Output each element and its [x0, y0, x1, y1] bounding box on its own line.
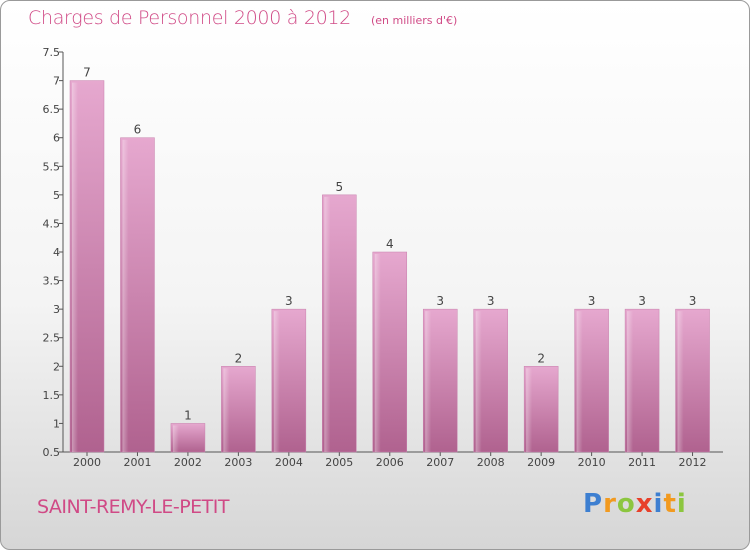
data-label: 3: [689, 294, 697, 308]
x-tick-label: 2008: [477, 456, 505, 469]
y-tick-label: 5: [53, 189, 60, 202]
x-tick-label: 2003: [224, 456, 252, 469]
data-label: 3: [285, 294, 293, 308]
bar-highlight: [122, 139, 129, 452]
bar-highlight: [576, 311, 583, 452]
y-tick-label: 7.5: [43, 46, 61, 59]
bar-highlight: [627, 311, 634, 452]
data-label: 2: [235, 351, 243, 365]
logo-letter: i: [676, 489, 687, 519]
y-tick-label: 2.5: [43, 332, 61, 345]
x-tick-label: 2000: [73, 456, 101, 469]
x-tick-label: 2002: [174, 456, 202, 469]
y-tick-label: 3: [53, 303, 60, 316]
y-tick-label: 2: [53, 360, 60, 373]
data-label: 6: [134, 123, 142, 137]
logo-letter: t: [663, 489, 677, 519]
logo-letter: o: [616, 489, 636, 519]
bar-highlight: [72, 82, 78, 453]
data-label: 1: [184, 408, 192, 422]
data-label: 5: [335, 180, 343, 194]
x-tick-label: 2011: [628, 456, 656, 469]
proxiti-logo: Proxiti: [583, 489, 687, 519]
x-tick-label: 2005: [325, 456, 353, 469]
logo-letter: r: [603, 489, 617, 519]
x-tick-label: 2010: [578, 456, 606, 469]
y-tick-label: 5.5: [43, 160, 61, 173]
bar-highlight: [425, 311, 432, 452]
y-tick-label: 4.5: [43, 217, 61, 230]
data-label: 7: [83, 66, 91, 80]
y-tick-label: 1: [53, 417, 60, 430]
bar-highlight: [273, 311, 280, 452]
x-tick-label: 2006: [376, 456, 404, 469]
data-label: 2: [537, 351, 545, 365]
y-tick-label: 1.5: [43, 389, 61, 402]
data-label: 3: [487, 294, 495, 308]
data-label: 4: [386, 237, 394, 251]
y-tick-label: 4: [53, 246, 60, 259]
logo-letter: P: [583, 489, 604, 519]
y-tick-label: 0.5: [43, 446, 61, 459]
chart-subtitle: (en milliers d'€): [371, 14, 458, 27]
commune-name: SAINT-REMY-LE-PETIT: [37, 496, 229, 518]
labels: 2000 7 2001 6 2002 1 2003 2 2004 3 2005 5 2006 4 2007 3…: [73, 66, 707, 469]
x-tick-label: 2004: [275, 456, 303, 469]
y-tick-label: 6: [53, 132, 60, 145]
logo-letter: x: [635, 489, 654, 519]
bars: [69, 80, 710, 453]
bar-highlight: [526, 368, 533, 452]
x-tick-label: 2001: [123, 456, 151, 469]
y-tick-label: 6.5: [43, 103, 61, 116]
bar-highlight: [223, 368, 230, 452]
data-label: 3: [588, 294, 596, 308]
x-tick-label: 2009: [527, 456, 555, 469]
y-tick-label: 7: [53, 75, 60, 88]
x-tick-label: 2012: [679, 456, 707, 469]
chart-title: Charges de Personnel 2000 à 2012: [28, 7, 351, 29]
bar-highlight: [475, 311, 482, 452]
bar-highlight: [677, 311, 684, 452]
bar-highlight: [324, 196, 331, 452]
y-tick-label: 3.5: [43, 275, 61, 288]
x-tick-label: 2007: [426, 456, 454, 469]
bar-highlight: [374, 254, 381, 452]
data-label: 3: [638, 294, 646, 308]
data-label: 3: [436, 294, 444, 308]
bar-highlight: [172, 425, 179, 452]
logo-letter: i: [653, 489, 664, 519]
